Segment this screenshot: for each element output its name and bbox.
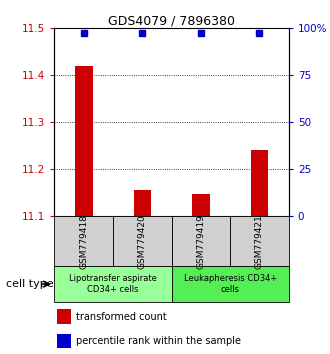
Text: Leukapheresis CD34+
cells: Leukapheresis CD34+ cells	[183, 274, 277, 294]
Text: GSM779420: GSM779420	[138, 214, 147, 269]
Bar	[57, 309, 71, 324]
Bar	[54, 216, 113, 266]
Bar	[75, 66, 92, 216]
Text: Lipotransfer aspirate
CD34+ cells: Lipotransfer aspirate CD34+ cells	[69, 274, 157, 294]
Bar	[113, 216, 172, 266]
Bar	[134, 190, 151, 216]
Text: GSM779421: GSM779421	[255, 214, 264, 269]
Bar	[172, 266, 289, 302]
Text: transformed count: transformed count	[76, 312, 166, 322]
Bar	[192, 194, 210, 216]
Text: GSM779419: GSM779419	[196, 214, 205, 269]
Bar	[251, 150, 268, 216]
Title: GDS4079 / 7896380: GDS4079 / 7896380	[108, 14, 235, 27]
Text: percentile rank within the sample: percentile rank within the sample	[76, 336, 241, 346]
Text: cell type: cell type	[6, 279, 53, 289]
Text: GSM779418: GSM779418	[79, 214, 88, 269]
Bar	[230, 216, 289, 266]
Bar	[172, 216, 230, 266]
Bar	[54, 266, 172, 302]
Bar	[57, 333, 71, 348]
